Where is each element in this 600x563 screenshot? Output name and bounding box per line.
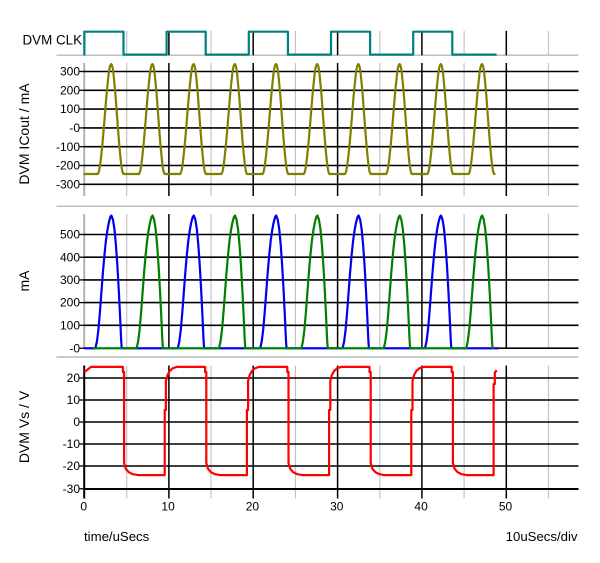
svg-text:50: 50 xyxy=(499,500,513,514)
svg-text:0: 0 xyxy=(73,415,80,429)
svg-text:DVM CLK: DVM CLK xyxy=(22,33,82,48)
svg-text:DVM ICout / mA: DVM ICout / mA xyxy=(16,83,32,185)
svg-text:DVM Vs / V: DVM Vs / V xyxy=(16,390,32,463)
svg-text:-20: -20 xyxy=(63,459,81,473)
svg-text:-0: -0 xyxy=(69,121,80,135)
svg-text:200: 200 xyxy=(60,83,80,97)
svg-text:-100: -100 xyxy=(56,140,80,154)
svg-text:200: 200 xyxy=(60,296,80,310)
svg-text:10uSecs/div: 10uSecs/div xyxy=(506,529,578,544)
svg-text:10: 10 xyxy=(161,500,175,514)
svg-text:-30: -30 xyxy=(63,482,81,496)
svg-text:10: 10 xyxy=(67,393,81,407)
svg-text:100: 100 xyxy=(60,102,80,116)
svg-text:100: 100 xyxy=(60,318,80,332)
svg-text:-10: -10 xyxy=(63,437,81,451)
svg-text:300: 300 xyxy=(60,273,80,287)
svg-text:20: 20 xyxy=(67,371,81,385)
svg-text:0: 0 xyxy=(80,500,87,514)
svg-text:time/uSecs: time/uSecs xyxy=(84,529,150,544)
svg-text:40: 40 xyxy=(414,500,428,514)
svg-text:500: 500 xyxy=(60,228,80,242)
svg-text:-300: -300 xyxy=(56,177,80,191)
svg-text:-0: -0 xyxy=(69,341,80,355)
svg-text:mA: mA xyxy=(16,270,32,292)
svg-text:30: 30 xyxy=(330,500,344,514)
svg-text:300: 300 xyxy=(60,65,80,79)
svg-text:-200: -200 xyxy=(56,159,80,173)
svg-text:20: 20 xyxy=(246,500,260,514)
svg-text:400: 400 xyxy=(60,250,80,264)
